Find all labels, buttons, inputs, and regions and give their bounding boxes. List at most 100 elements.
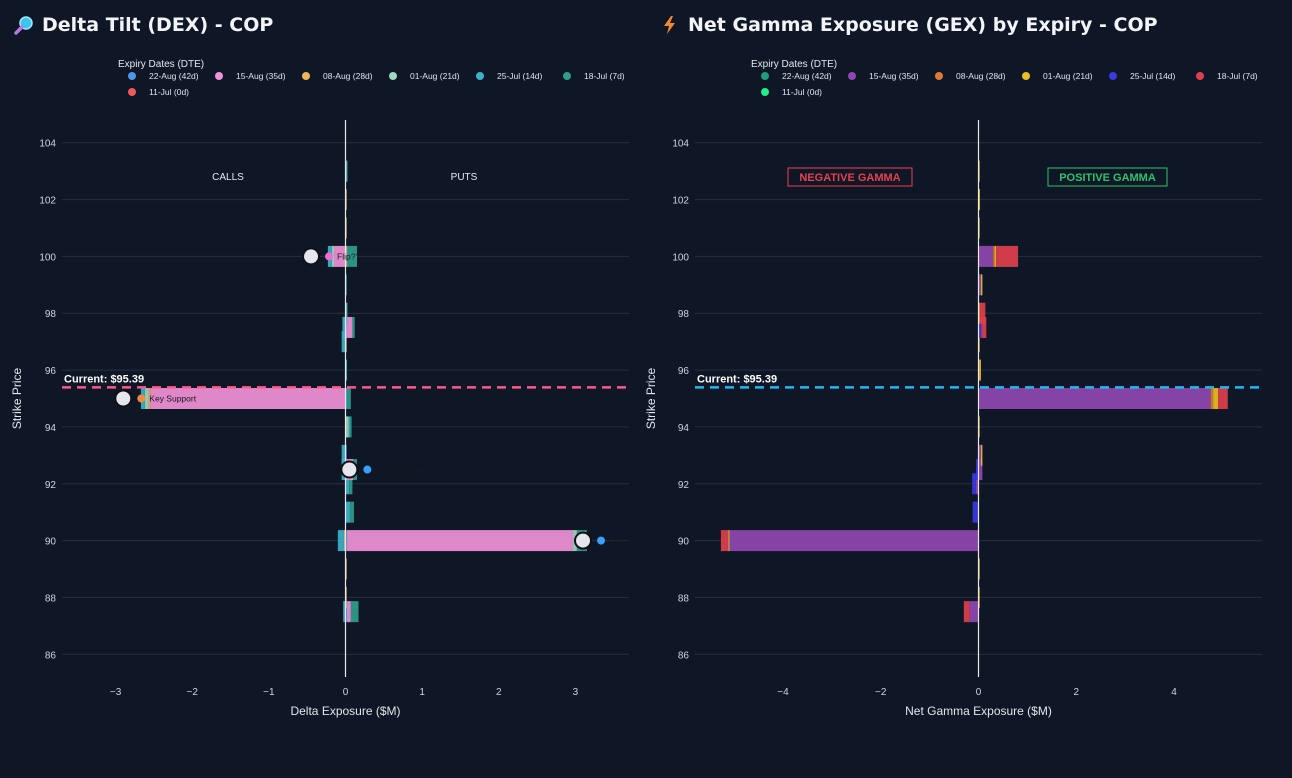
current-price-label: Current: $95.39: [697, 373, 777, 385]
bar: [978, 274, 981, 296]
y-tick-label: 86: [678, 650, 690, 661]
legend-item-label: 08-Aug (28d): [956, 71, 1006, 81]
y-tick-label: 90: [45, 537, 57, 548]
bar: [148, 388, 151, 409]
bar: [337, 530, 344, 552]
bar: [144, 388, 149, 409]
bar: [972, 473, 977, 495]
y-tick-label: 86: [45, 650, 57, 661]
x-tick-label: 1: [419, 687, 425, 698]
y-tick-label: 94: [45, 423, 57, 434]
bar: [1213, 388, 1219, 409]
x-tick-label: 0: [976, 687, 982, 698]
bar: [345, 388, 348, 409]
bar: [972, 501, 979, 523]
current-price-label: Current: $95.39: [64, 373, 144, 385]
bar: [980, 444, 983, 466]
bar: [978, 245, 994, 267]
legend-item-label: 08-Aug (28d): [323, 71, 373, 81]
legend-marker: [389, 72, 397, 80]
x-axis-title: Delta Exposure ($M): [290, 704, 400, 718]
bar: [720, 530, 729, 552]
bar: [347, 245, 357, 267]
y-tick-label: 92: [678, 480, 690, 491]
x-tick-label: −1: [263, 687, 275, 698]
bar: [345, 601, 348, 623]
bar: [729, 530, 979, 552]
key-marker: [340, 460, 359, 479]
gex-panel: Expiry Dates (DTE) 22-Aug (42d) 15-Aug (35…: [646, 0, 1292, 778]
support-icon: [137, 394, 146, 403]
legend-title: Expiry Dates (DTE): [751, 59, 837, 70]
legend-item-label: 01-Aug (21d): [1043, 71, 1093, 81]
bar: [979, 359, 981, 381]
bar: [348, 416, 351, 438]
dex-title: Delta Tilt (DEX) - COP: [14, 14, 273, 36]
x-tick-label: 2: [496, 687, 502, 698]
bar: [728, 530, 730, 552]
key-marker: [302, 247, 321, 266]
bar: [979, 302, 986, 324]
bar: [1218, 388, 1228, 409]
legend-marker: [761, 88, 769, 96]
bar: [1210, 388, 1214, 409]
legend-item-label: 18-Jul (7d): [1217, 71, 1258, 81]
bar: [345, 530, 348, 552]
x-axis-title: Net Gamma Exposure ($M): [905, 704, 1052, 718]
key-marker: [114, 389, 133, 408]
gex-chart[interactable]: Expiry Dates (DTE)22-Aug (42d) 15-Aug (35…: [646, 0, 1292, 778]
bar: [345, 473, 350, 495]
legend-marker: [128, 88, 136, 96]
legend-marker: [935, 72, 943, 80]
bar: [978, 189, 980, 211]
legend-item-label: 15-Aug (35d): [869, 71, 919, 81]
bar: [347, 530, 574, 552]
y-tick-label: 100: [39, 252, 56, 263]
bar: [346, 245, 348, 267]
bar: [976, 473, 979, 495]
bar: [341, 331, 346, 353]
y-tick-label: 88: [678, 593, 690, 604]
y-tick-label: 98: [45, 309, 57, 320]
bar: [993, 245, 995, 267]
x-tick-label: 2: [1073, 687, 1079, 698]
dex-title-text: Delta Tilt (DEX) - COP: [42, 14, 274, 36]
legend-item-label: 22-Aug (42d): [782, 71, 832, 81]
bar: [346, 501, 351, 523]
bar: [978, 316, 982, 338]
legend-item-label: 01-Aug (21d): [410, 71, 460, 81]
bar: [994, 245, 997, 267]
bar: [342, 316, 346, 338]
key-marker: [574, 531, 593, 550]
key-marker-label: Defend Price: [375, 465, 424, 475]
bar: [981, 316, 987, 338]
positive-gamma-label: POSITIVE GAMMA: [1059, 172, 1156, 184]
bar: [963, 601, 970, 623]
legend-item-label: 11-Jul (0d): [782, 87, 822, 97]
bar: [350, 416, 352, 438]
dex-chart[interactable]: Expiry Dates (DTE)22-Aug (42d) 15-Aug (35…: [0, 0, 646, 778]
bar: [978, 444, 981, 466]
x-tick-label: −4: [777, 687, 789, 698]
bar: [350, 501, 354, 523]
bar: [346, 302, 348, 324]
y-tick-label: 88: [45, 593, 57, 604]
bar: [349, 473, 353, 495]
legend-item-label: 15-Aug (35d): [236, 71, 286, 81]
legend-marker: [761, 72, 769, 80]
negative-gamma-box: [787, 167, 913, 187]
bar: [343, 601, 346, 623]
y-tick-label: 102: [672, 196, 689, 207]
gex-title: Net Gamma Exposure (GEX) by Expiry - COP: [660, 14, 1158, 36]
magnifier-icon: [14, 15, 34, 35]
y-axis-title: Strike Price: [10, 368, 24, 430]
x-tick-label: −2: [875, 687, 887, 698]
legend-item-label: 18-Jul (7d): [584, 71, 625, 81]
bar: [343, 530, 346, 552]
y-tick-label: 96: [45, 366, 57, 377]
legend-marker: [1022, 72, 1030, 80]
bar: [347, 388, 351, 409]
dex-panel: Expiry Dates (DTE) 22-Aug (42d) 15-Aug (35…: [0, 0, 646, 778]
legend-marker: [563, 72, 571, 80]
legend-marker: [302, 72, 310, 80]
